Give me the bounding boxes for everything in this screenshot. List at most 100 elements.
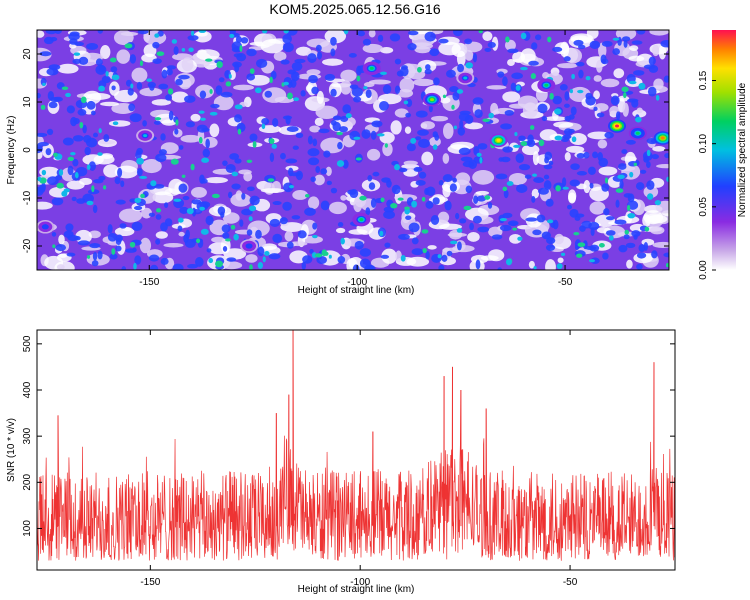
heatmap-low-blob xyxy=(292,190,309,200)
heatmap-mid-blob xyxy=(362,38,371,46)
heatmap-mid-blob xyxy=(45,148,52,156)
heatmap-mid-blob xyxy=(573,39,584,46)
heatmap-mid-blob xyxy=(220,211,225,219)
heatmap-mid-blob xyxy=(174,128,179,135)
heatmap-mid-blob xyxy=(337,222,344,228)
heatmap-high-blob xyxy=(499,218,508,222)
heatmap-mid-blob xyxy=(117,167,123,178)
heatmap-low-blob xyxy=(443,122,454,139)
heatmap-mid-blob xyxy=(353,96,362,103)
heatmap-high-blob xyxy=(97,152,103,156)
heatmap-low-blob xyxy=(113,30,134,46)
heatmap-mid-blob xyxy=(95,58,103,66)
heatmap-mid-blob xyxy=(413,166,423,172)
heatmap-high-blob xyxy=(476,152,482,157)
heatmap-mid-blob xyxy=(292,145,299,150)
heatmap-high-blob xyxy=(61,190,68,197)
heatmap-high-blob xyxy=(437,254,442,259)
heatmap-low-blob xyxy=(554,233,564,245)
heatmap-mid-blob xyxy=(241,208,253,216)
heatmap-high-blob xyxy=(230,224,236,230)
heatmap-mid-blob xyxy=(444,200,452,211)
heatmap-mid-blob xyxy=(272,200,282,206)
heatmap-high-blob xyxy=(269,138,275,145)
heatmap-low-blob xyxy=(58,234,65,245)
heatmap-mid-blob xyxy=(45,30,58,35)
heatmap-high-blob xyxy=(41,169,47,176)
heatmap-high-blob xyxy=(573,231,580,236)
heatmap-low-blob xyxy=(464,50,474,61)
heatmap-mid-blob xyxy=(592,151,599,159)
heatmap-mid-blob xyxy=(588,221,600,231)
heatmap-mid-blob xyxy=(332,121,341,132)
heatmap-high-blob xyxy=(608,235,614,241)
heatmap-high-blob xyxy=(478,30,483,34)
heatmap-peak xyxy=(143,134,148,138)
heatmap-mid-blob xyxy=(342,159,349,169)
heatmap-high-blob xyxy=(312,234,318,239)
heatmap-mid-blob xyxy=(184,95,196,103)
heatmap-low-blob xyxy=(557,62,578,69)
heatmap-mid-blob xyxy=(380,254,390,259)
heatmap-low-blob xyxy=(394,108,409,118)
heatmap-high-blob xyxy=(130,83,134,89)
heatmap-low-blob xyxy=(163,242,184,248)
heatmap-high-blob xyxy=(465,62,473,69)
heatmap-high-blob xyxy=(666,176,669,182)
heatmap-mid-blob xyxy=(472,52,478,63)
heatmap-high-blob xyxy=(655,94,660,101)
heatmap-mid-blob xyxy=(487,202,493,209)
heatmap-mid-blob xyxy=(111,85,116,91)
heatmap-low-blob xyxy=(368,30,376,38)
heatmap-low-blob xyxy=(340,195,347,201)
heatmap-high-blob xyxy=(52,244,56,249)
heatmap-high-blob xyxy=(560,252,566,257)
heatmap-mid-blob xyxy=(601,40,613,47)
heatmap-mid-blob xyxy=(316,51,323,60)
heatmap-mid-blob xyxy=(411,248,424,256)
heatmap-mid-blob xyxy=(457,63,465,73)
heatmap-low-blob xyxy=(629,45,639,51)
colorbar-title: Normalized spectral amplitude xyxy=(737,82,748,217)
heatmap-mid-blob xyxy=(548,160,554,166)
heatmap-high-blob xyxy=(150,180,157,187)
heatmap-mid-blob xyxy=(125,248,137,253)
heatmap-mid-blob xyxy=(91,110,96,116)
heatmap-mid-blob xyxy=(618,244,628,253)
heatmap-mid-blob xyxy=(92,251,98,261)
heatmap-low-blob xyxy=(114,226,135,237)
heatmap-high-blob xyxy=(257,261,264,269)
heatmap-mid-blob xyxy=(187,35,199,41)
heatmap-mid-blob xyxy=(340,115,349,123)
heatmap-low-blob xyxy=(520,48,536,65)
heatmap-high-blob xyxy=(598,243,605,248)
heatmap-mid-blob xyxy=(631,99,639,108)
heatmap-mid-blob xyxy=(552,95,562,105)
heatmap-high-blob xyxy=(384,143,388,148)
heatmap-mid-blob xyxy=(55,244,67,252)
heatmap-low-blob xyxy=(152,191,174,204)
heatmap-high-blob xyxy=(456,228,463,233)
heatmap-mid-blob xyxy=(515,153,525,164)
heatmap-high-blob xyxy=(380,197,385,203)
heatmap-mid-blob xyxy=(442,174,453,183)
heatmap-low-blob xyxy=(488,249,505,262)
heatmap-mid-blob xyxy=(55,174,63,181)
heatmap-low-blob xyxy=(103,164,120,178)
heatmap-mid-blob xyxy=(379,101,389,111)
heatmap-high-blob xyxy=(450,240,458,245)
heatmap-mid-blob xyxy=(66,105,75,114)
heatmap-high-blob xyxy=(167,88,174,95)
heatmap-high-blob xyxy=(321,249,327,257)
heatmap-mid-blob xyxy=(114,176,121,185)
heatmap-mid-blob xyxy=(424,31,436,42)
heatmap-mid-blob xyxy=(469,222,474,231)
heatmap-mid-blob xyxy=(241,192,246,200)
heatmap-high-blob xyxy=(404,207,410,215)
heatmap-mid-blob xyxy=(382,84,392,95)
heatmap-low-blob xyxy=(643,185,659,198)
heatmap-high-blob xyxy=(635,116,642,123)
heatmap-mid-blob xyxy=(82,124,87,134)
heatmap-mid-blob xyxy=(280,152,286,160)
